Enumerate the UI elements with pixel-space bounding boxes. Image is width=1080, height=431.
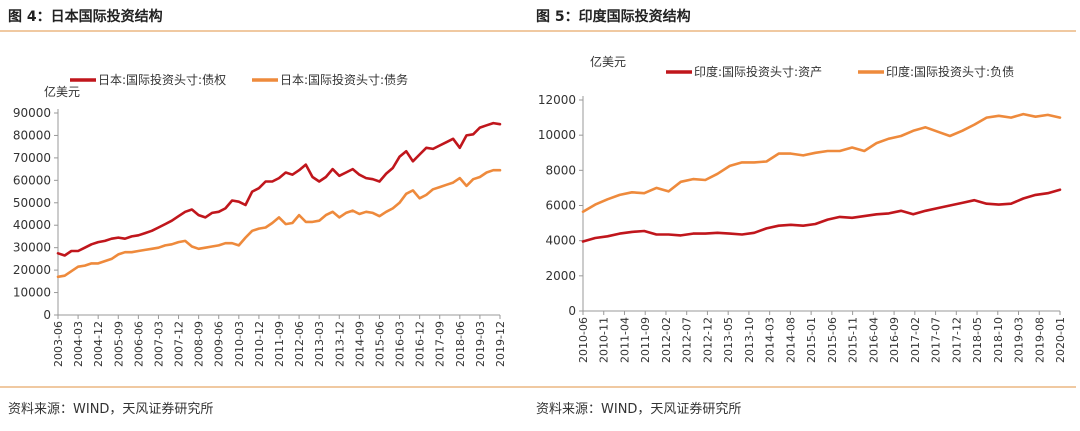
x-tick-label: 2018-10 <box>992 317 1005 363</box>
x-tick-label: 2010-11 <box>598 317 611 363</box>
x-tick-label: 2010-12 <box>253 321 266 367</box>
y-tick-label: 50000 <box>13 196 51 210</box>
y-tick-label: 30000 <box>13 241 51 255</box>
legend-label: 日本:国际投资头寸:债务 <box>280 72 408 87</box>
y-tick-label: 70000 <box>13 151 51 165</box>
x-tick-label: 2020-01 <box>1054 317 1067 363</box>
x-tick-label: 2016-12 <box>414 321 427 367</box>
x-tick-label: 2007-12 <box>173 321 186 367</box>
y-tick-label: 60000 <box>13 173 51 187</box>
x-tick-label: 2011-09 <box>639 317 652 363</box>
x-tick-label: 2017-02 <box>909 317 922 363</box>
x-tick-label: 2004-12 <box>92 321 105 367</box>
series-line <box>56 121 502 257</box>
legend-label: 印度:国际投资头寸:资产 <box>694 64 822 79</box>
x-tick-label: 2013-03 <box>313 321 326 367</box>
legend-label: 印度:国际投资头寸:负债 <box>886 64 1014 79</box>
figure-japan-panel: 图 4：日本国际投资结构 亿美元 日本:国际投资头寸:债权 日本:国际投资头寸:债务… <box>0 9 536 417</box>
japan-iip-line-chart: 亿美元 日本:国际投资头寸:债权 日本:国际投资头寸:债务 0 10000 20000 30… <box>13 72 507 367</box>
y-tick-label: 2000 <box>545 269 576 283</box>
x-tick-label: 2008-09 <box>193 321 206 367</box>
x-tick-label: 2010-06 <box>577 317 590 363</box>
y-tick-label: 0 <box>43 308 51 322</box>
series-line <box>581 188 1062 243</box>
x-tick-label: 2013-05 <box>722 317 735 363</box>
y-tick-label: 20000 <box>13 263 51 277</box>
y-axis-unit-label: 亿美元 <box>44 84 80 99</box>
x-tick-label: 2009-06 <box>213 321 226 367</box>
series-line <box>581 112 1062 213</box>
x-tick-label: 2005-09 <box>112 321 125 367</box>
y-tick-label: 90000 <box>13 106 51 120</box>
figure-title: 图 5：印度国际投资结构 <box>536 9 691 25</box>
x-tick-label: 2011-04 <box>618 317 631 363</box>
x-tick-label: 2019-03 <box>474 321 487 367</box>
x-tick-label: 2003-06 <box>52 321 65 367</box>
y-tick-label: 8000 <box>545 163 576 177</box>
x-tick-label: 2017-09 <box>434 321 447 367</box>
x-tick-label: 2011-09 <box>273 321 286 367</box>
x-tick-label: 2012-02 <box>660 317 673 363</box>
x-tick-label: 2019-08 <box>1033 317 1046 363</box>
x-tick-label: 2013-12 <box>333 321 346 367</box>
x-tick-label: 2006-06 <box>132 321 145 367</box>
x-tick-label: 2014-03 <box>764 317 777 363</box>
x-tick-label: 2014-08 <box>784 317 797 363</box>
x-tick-label: 2015-06 <box>373 321 386 367</box>
figure-india-panel: 图 5：印度国际投资结构 亿美元印度:国际投资头寸:资产 印度:国际投资头寸:负债… <box>528 0 1080 431</box>
y-tick-label: 40000 <box>13 218 51 232</box>
y-tick-label: 10000 <box>538 128 576 142</box>
y-tick-label: 6000 <box>545 199 576 213</box>
source-note: 资料来源：WIND，天风证券研究所 <box>8 402 214 417</box>
legend-label: 日本:国际投资头寸:债权 <box>98 72 226 87</box>
x-tick-label: 2015-01 <box>805 317 818 363</box>
source-note: 资料来源：WIND，天风证券研究所 <box>536 402 742 417</box>
y-tick-label: 0 <box>568 304 576 318</box>
x-tick-label: 2016-03 <box>394 321 407 367</box>
source-divider <box>0 386 536 388</box>
x-tick-label: 2017-12 <box>950 317 963 363</box>
x-tick-label: 2018-06 <box>454 321 467 367</box>
title-divider <box>528 30 1076 32</box>
x-tick-label: 2016-04 <box>867 317 880 363</box>
x-tick-label: 2010-03 <box>233 321 246 367</box>
x-tick-label: 2012-06 <box>293 321 306 367</box>
source-divider <box>528 386 1076 388</box>
x-tick-label: 2017-07 <box>930 317 943 363</box>
y-tick-label: 12000 <box>538 93 576 107</box>
figure-title: 图 4：日本国际投资结构 <box>8 9 163 25</box>
x-tick-label: 2015-11 <box>847 317 860 363</box>
x-tick-label: 2013-10 <box>743 317 756 363</box>
x-tick-label: 2014-09 <box>353 321 366 367</box>
x-tick-label: 2016-09 <box>888 317 901 363</box>
y-axis-unit-label: 亿美元 <box>590 54 626 69</box>
x-tick-label: 2019-12 <box>494 321 507 367</box>
y-tick-label: 80000 <box>13 128 51 142</box>
x-tick-label: 2015-06 <box>826 317 839 363</box>
x-tick-label: 2004-03 <box>72 321 85 367</box>
x-tick-label: 2018-05 <box>971 317 984 363</box>
series-line <box>56 168 502 279</box>
x-tick-label: 2012-12 <box>701 317 714 363</box>
x-tick-label: 2012-07 <box>681 317 694 363</box>
x-tick-label: 2007-03 <box>152 321 165 367</box>
y-tick-label: 4000 <box>545 234 576 248</box>
title-divider <box>0 30 536 32</box>
x-tick-label: 2019-03 <box>1013 317 1026 363</box>
y-tick-label: 10000 <box>13 286 51 300</box>
